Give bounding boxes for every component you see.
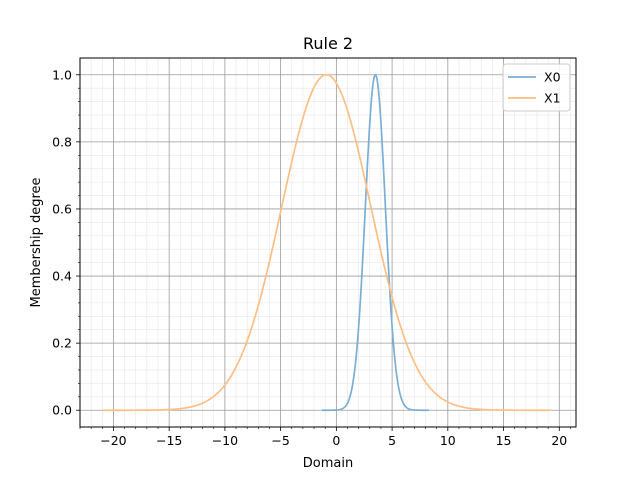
y-tick-label: 0.4 xyxy=(52,269,72,284)
ticks: −20 −15 −10 −5 0 5 10 15 20 0.0 0.2 0.4 0.6 0.8 1.0 xyxy=(52,67,571,448)
series-lines xyxy=(102,73,551,412)
x-tick-label: −20 xyxy=(100,433,126,448)
legend-label-x0: X0 xyxy=(544,70,561,85)
x-tick-label: −5 xyxy=(271,433,289,448)
y-axis-label: Membership degree xyxy=(29,177,44,307)
x-tick-label: 5 xyxy=(388,433,396,448)
plot-frame xyxy=(79,57,577,428)
y-tick-label: 1.0 xyxy=(52,67,72,82)
series-line-x0 xyxy=(321,73,429,412)
y-tick-label: 0.0 xyxy=(52,403,72,418)
x-axis-label: Domain xyxy=(303,456,353,471)
x-tick-label: −10 xyxy=(212,433,238,448)
y-tick-label: 0.2 xyxy=(52,336,72,351)
legend-box xyxy=(502,63,571,112)
x-tick-label: 0 xyxy=(332,433,340,448)
series-line-x1 xyxy=(102,73,551,412)
legend-label-x1: X1 xyxy=(544,91,561,106)
x-tick-label: 15 xyxy=(496,433,512,448)
chart-title: Rule 2 xyxy=(303,34,353,53)
grid xyxy=(79,58,576,427)
y-tick-label: 0.8 xyxy=(52,134,72,149)
x-tick-label: −15 xyxy=(156,433,182,448)
y-tick-label: 0.6 xyxy=(52,201,72,216)
x-tick-label: 20 xyxy=(551,433,567,448)
x-tick-label: 10 xyxy=(440,433,456,448)
